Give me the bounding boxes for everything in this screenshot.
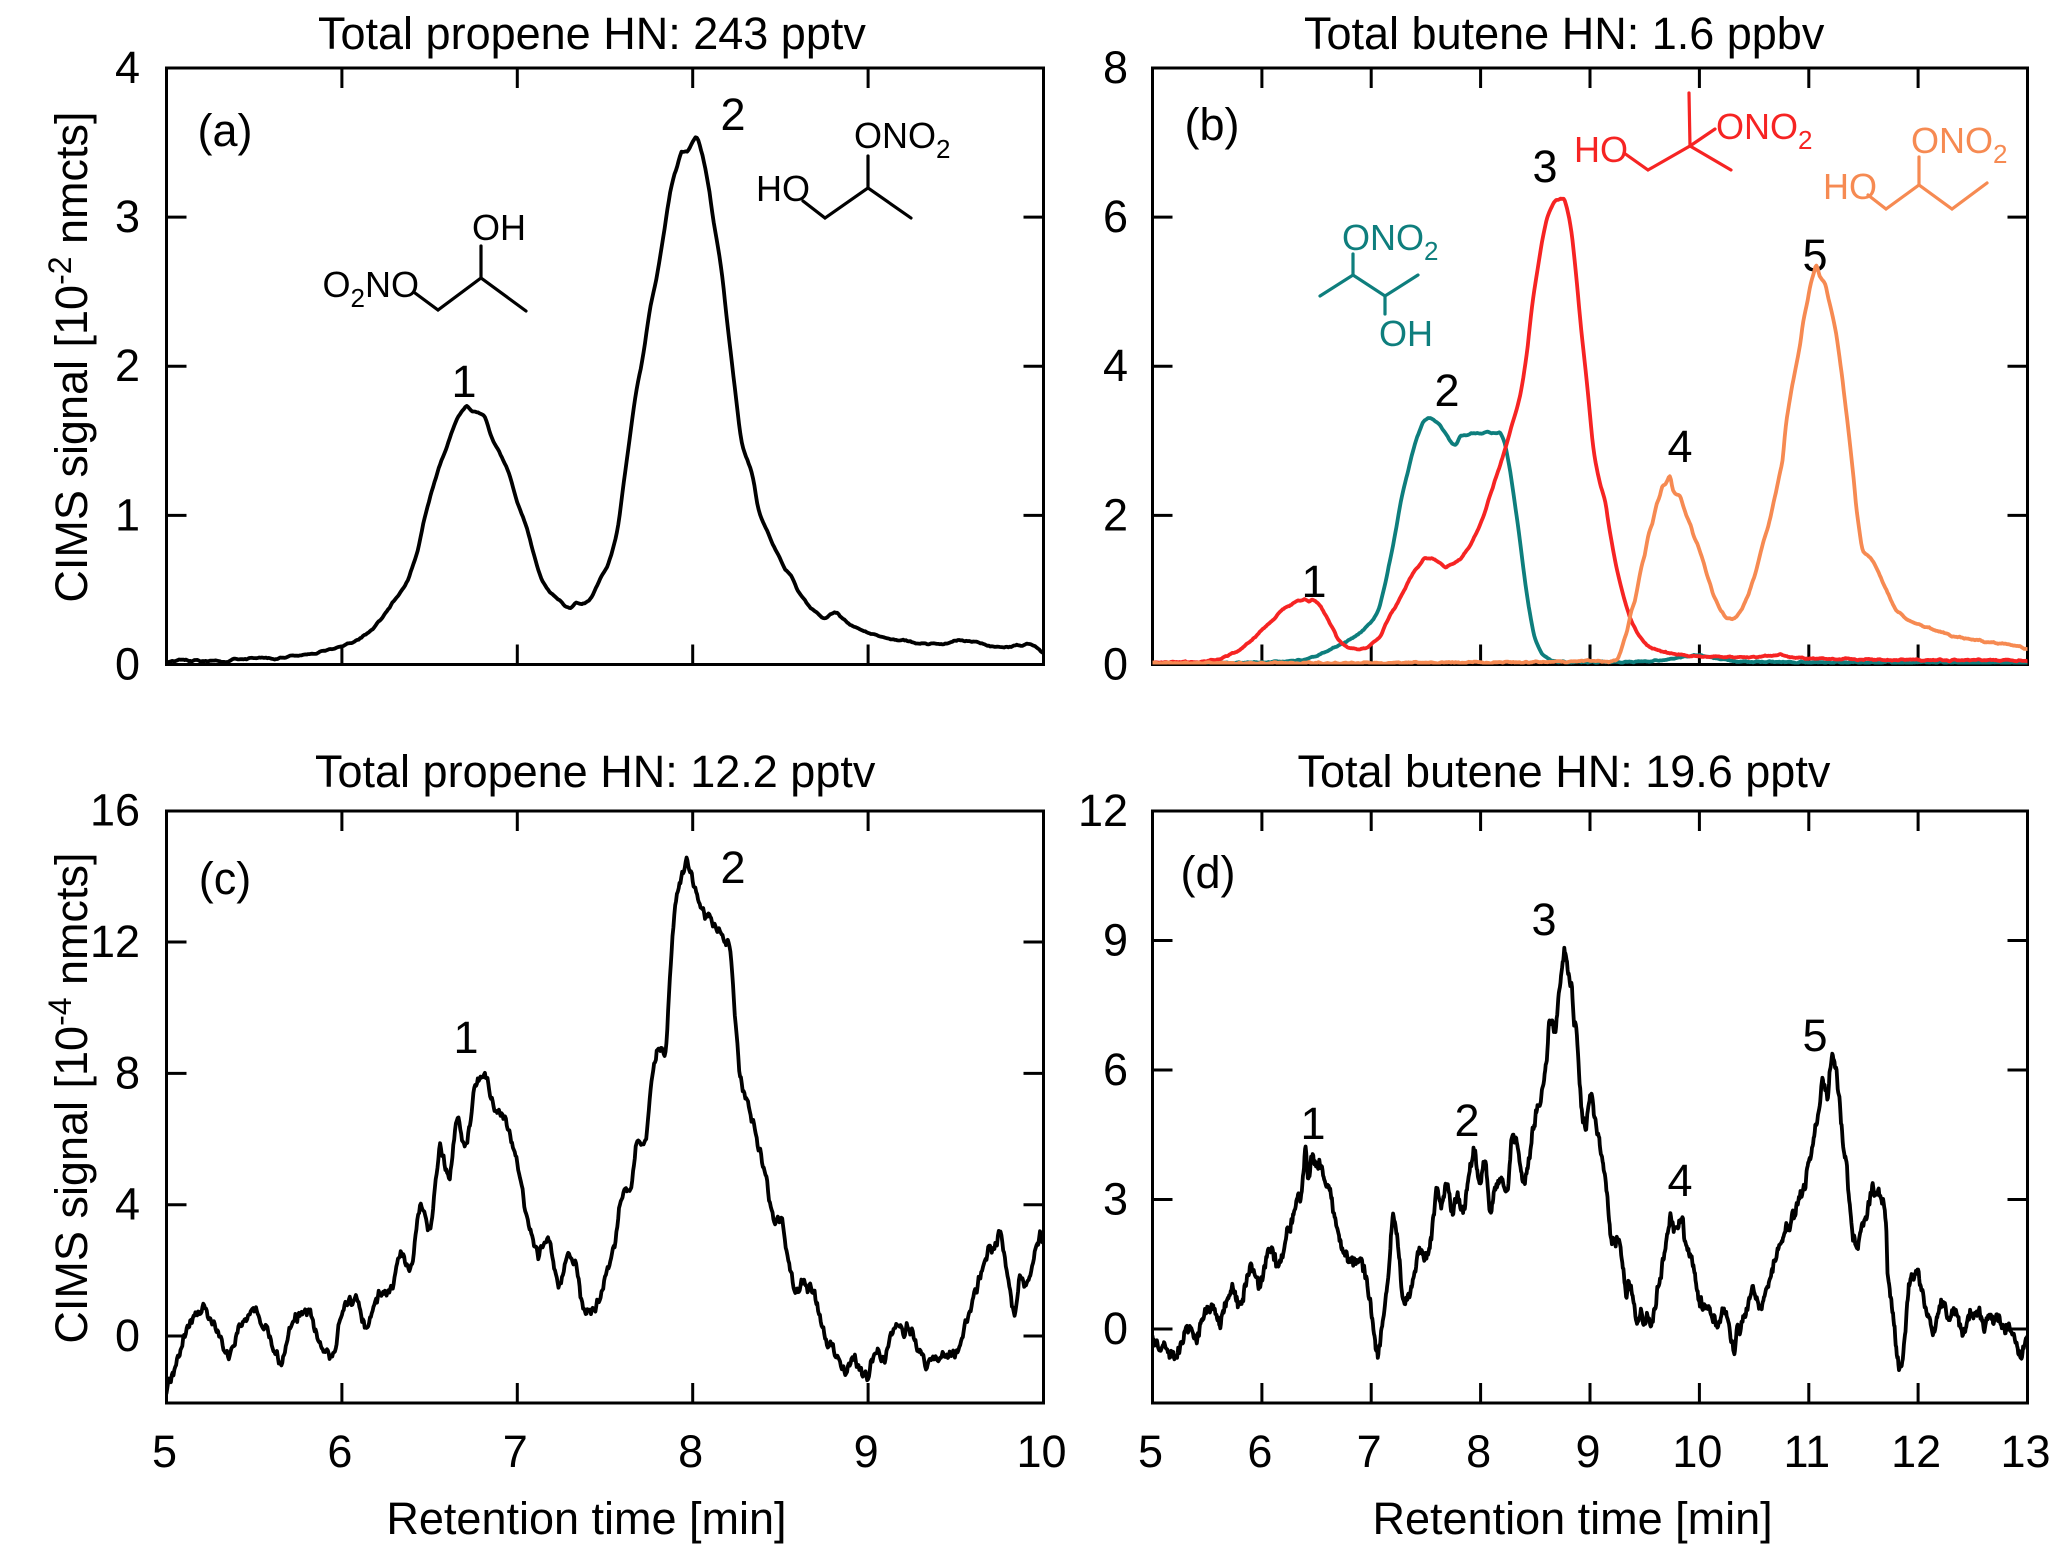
svg-text:CIMS signal [10-2 nmcts]: CIMS signal [10-2 nmcts] [42,111,97,602]
svg-text:0: 0 [1103,1303,1128,1354]
svg-text:ONO2: ONO2 [1911,120,2007,169]
svg-text:2: 2 [1434,365,1459,416]
svg-text:OH: OH [1379,313,1433,354]
svg-text:0: 0 [1103,639,1128,690]
svg-text:4: 4 [1667,1155,1692,1206]
svg-text:4: 4 [1103,340,1128,391]
svg-text:HO: HO [1823,166,1877,207]
svg-text:7: 7 [1357,1426,1382,1477]
svg-text:2: 2 [1454,1095,1479,1146]
svg-text:0: 0 [115,639,140,690]
svg-text:OH: OH [472,207,526,248]
svg-text:2: 2 [720,89,745,140]
svg-text:HO: HO [1574,129,1628,170]
svg-text:1: 1 [115,489,140,540]
svg-text:(d): (d) [1181,847,1236,898]
svg-text:4: 4 [115,42,140,93]
svg-text:1: 1 [1300,1098,1325,1149]
svg-text:6: 6 [1247,1426,1272,1477]
svg-text:5: 5 [152,1426,177,1477]
svg-text:(b): (b) [1185,99,1240,150]
svg-text:6: 6 [1103,191,1128,242]
svg-text:3: 3 [1532,141,1557,192]
svg-text:Total propene HN: 243 pptv: Total propene HN: 243 pptv [318,8,866,59]
svg-text:Retention time [min]: Retention time [min] [1373,1493,1773,1544]
svg-text:ONO2: ONO2 [854,115,950,164]
svg-text:2: 2 [115,340,140,391]
svg-text:5: 5 [1802,1010,1827,1061]
svg-text:11: 11 [1783,1426,1830,1477]
svg-text:6: 6 [1103,1044,1128,1095]
svg-text:ONO2: ONO2 [1716,106,1812,155]
svg-text:8: 8 [1103,42,1128,93]
svg-text:Total butene HN: 1.6 ppbv: Total butene HN: 1.6 ppbv [1304,8,1825,59]
svg-text:9: 9 [1575,1426,1600,1477]
svg-text:1: 1 [451,356,476,407]
svg-text:12: 12 [1891,1426,1941,1477]
svg-text:2: 2 [1103,489,1128,540]
svg-text:10: 10 [1016,1426,1066,1477]
svg-text:ONO2: ONO2 [1342,217,1438,266]
svg-text:Retention time [min]: Retention time [min] [386,1493,786,1544]
svg-text:3: 3 [1531,894,1556,945]
svg-text:9: 9 [854,1426,879,1477]
svg-text:10: 10 [1672,1426,1722,1477]
svg-text:5: 5 [1138,1426,1163,1477]
svg-text:(a): (a) [198,105,253,156]
svg-text:O2NO: O2NO [323,264,419,313]
svg-text:3: 3 [115,191,140,242]
svg-text:16: 16 [90,785,140,836]
svg-text:9: 9 [1103,915,1128,966]
svg-text:12: 12 [1078,785,1128,836]
svg-text:CIMS signal [10-4 nmcts]: CIMS signal [10-4 nmcts] [42,852,97,1343]
svg-text:0: 0 [115,1310,140,1361]
svg-text:1: 1 [453,1012,478,1063]
svg-text:12: 12 [90,916,140,967]
svg-text:13: 13 [2000,1426,2050,1477]
svg-text:Total propene HN: 12.2 pptv: Total propene HN: 12.2 pptv [315,746,876,797]
svg-text:8: 8 [678,1426,703,1477]
svg-text:4: 4 [115,1179,140,1230]
svg-text:8: 8 [1466,1426,1491,1477]
svg-text:HO: HO [756,168,810,209]
svg-text:Total butene HN: 19.6 pptv: Total butene HN: 19.6 pptv [1298,746,1831,797]
svg-text:(c): (c) [199,853,251,904]
svg-text:4: 4 [1667,421,1692,472]
svg-text:8: 8 [115,1047,140,1098]
svg-text:7: 7 [503,1426,528,1477]
svg-text:3: 3 [1103,1174,1128,1225]
svg-text:2: 2 [720,842,745,893]
svg-text:6: 6 [327,1426,352,1477]
